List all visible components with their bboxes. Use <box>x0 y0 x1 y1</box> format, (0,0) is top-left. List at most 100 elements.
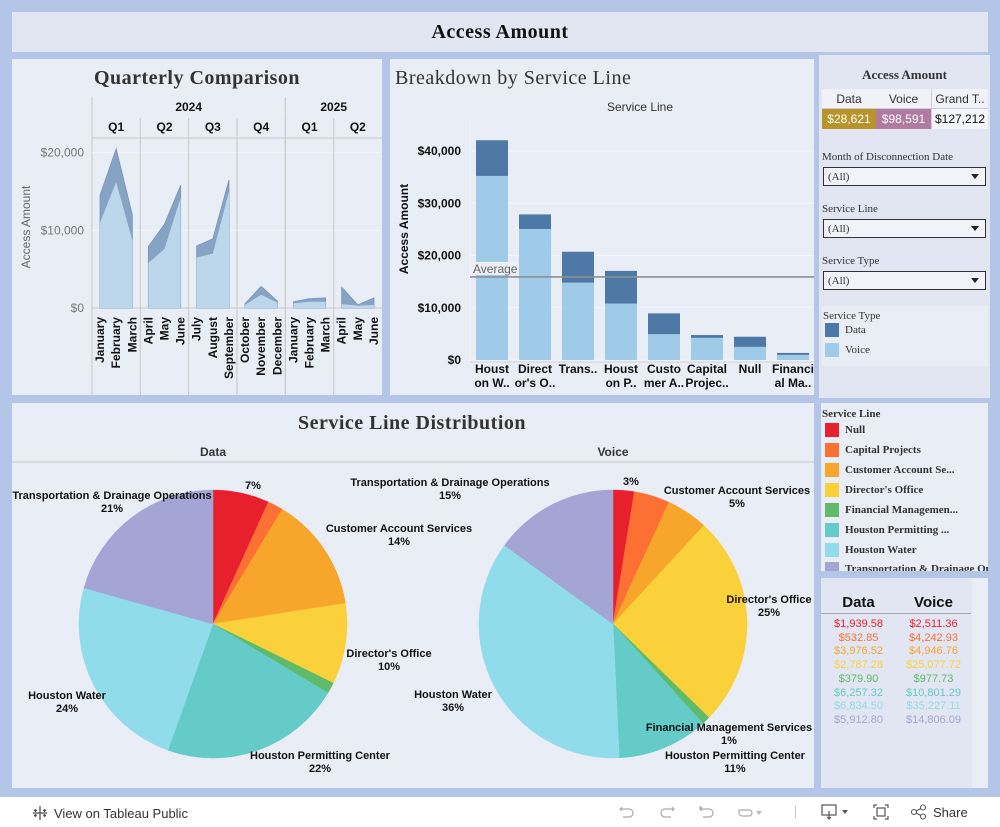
legend-swatch-data <box>825 323 839 337</box>
redo-icon <box>660 806 675 818</box>
filter-month-dropdown[interactable]: (All) <box>823 167 986 186</box>
revert-button[interactable] <box>698 803 716 821</box>
pie-slice[interactable] <box>212 603 348 684</box>
refresh-icon <box>738 809 762 817</box>
month-label: July <box>190 317 204 341</box>
bar-voice[interactable] <box>648 334 680 360</box>
pie-label: Director's Office <box>346 648 431 660</box>
bar-voice[interactable] <box>605 303 637 360</box>
service-line-legend-item[interactable]: Customer Account Se... <box>825 463 954 477</box>
refresh-button[interactable] <box>736 803 764 821</box>
pie-label-pct: 15% <box>439 490 461 502</box>
view-on-tableau-public-link[interactable]: View on Tableau Public <box>32 805 188 821</box>
breakdown-chart[interactable]: Breakdown by Service Line Service Line $0 $… <box>390 59 814 395</box>
area-voice[interactable] <box>245 294 278 308</box>
redo-button[interactable] <box>658 803 676 821</box>
pie-slice[interactable] <box>612 623 704 759</box>
service-line-distribution-chart[interactable]: Service Line Distribution Data 7% Customer … <box>12 403 814 788</box>
download-button[interactable] <box>820 803 852 821</box>
value-table-header-data: Data <box>842 594 875 611</box>
legend-swatch <box>825 503 839 517</box>
bar-data[interactable] <box>648 313 680 335</box>
pie-label-pct: 21% <box>101 503 123 515</box>
pie-slice[interactable] <box>504 489 614 625</box>
month-label: June <box>174 317 188 345</box>
kpi-value-voice[interactable]: $98,591 <box>876 109 931 129</box>
bar-voice[interactable] <box>777 354 809 360</box>
bar-voice[interactable] <box>691 337 723 360</box>
service-line-legend-item[interactable]: Houston Water <box>825 543 917 557</box>
pie-label: Houston Permitting Center <box>665 750 806 762</box>
filter-service-line-dropdown[interactable]: (All) <box>823 219 986 238</box>
undo-button[interactable] <box>618 803 636 821</box>
service-line-legend-item[interactable]: Capital Projects <box>825 443 921 457</box>
legend-item-voice[interactable]: Voice <box>825 343 870 357</box>
pie-label-pct: 14% <box>388 536 410 548</box>
area-voice[interactable] <box>148 197 181 308</box>
service-line-legend-item[interactable]: Houston Permitting ... <box>825 523 949 537</box>
area-voice[interactable] <box>341 304 374 308</box>
dashboard-title-bar: Access Amount <box>12 12 988 52</box>
x-tick-label: or's O.. <box>515 376 556 390</box>
y-tick-label: $10,000 <box>41 223 85 237</box>
service-line-legend-item[interactable]: Transportation & Drainage Operations <box>825 562 988 571</box>
bar-data[interactable] <box>562 251 594 283</box>
x-tick-label: Direct <box>518 362 552 376</box>
service-line-legend-item[interactable]: Director's Office <box>825 483 923 497</box>
bar-voice[interactable] <box>562 282 594 360</box>
month-label: May <box>351 317 365 341</box>
bar-data[interactable] <box>734 336 766 347</box>
bar-data[interactable] <box>605 270 637 304</box>
service-type-legend: Service Type Data Voice <box>822 306 988 366</box>
legend-swatch <box>825 483 839 497</box>
quarterly-comparison-chart[interactable]: Quarterly Comparison 2024 2025 $0 $10,000 $20… <box>12 59 382 395</box>
month-label: March <box>319 317 333 352</box>
service-line-legend-item[interactable]: Null <box>825 423 865 437</box>
legend-label: Director's Office <box>845 484 924 496</box>
year-header: 2025 <box>320 100 347 114</box>
area-voice[interactable] <box>100 182 133 308</box>
download-icon <box>821 804 848 820</box>
month-label: November <box>254 317 268 376</box>
bar-voice[interactable] <box>734 346 766 360</box>
value-table-row: $5,912.80 $14,806.09 <box>821 714 971 727</box>
pie-slice[interactable] <box>212 508 346 625</box>
toolbar-divider <box>795 805 796 819</box>
value-voice: $25,077.72 <box>905 659 962 672</box>
pie-label: Transportation & Drainage Operations <box>350 477 549 489</box>
fullscreen-button[interactable] <box>872 803 890 821</box>
quarter-header: Q1 <box>301 120 317 134</box>
kpi-value-data[interactable]: $28,621 <box>822 109 876 129</box>
pie-label-pct: 36% <box>442 702 464 714</box>
pie-slice[interactable] <box>78 587 214 751</box>
tableau-footer-toolbar: View on Tableau Public Share <box>0 797 1000 827</box>
y-tick-label: $10,000 <box>418 301 462 315</box>
value-table-row: $6,834.50 $35,227.11 <box>821 700 971 713</box>
pie-slice[interactable] <box>167 623 329 759</box>
chart-title: Breakdown by Service Line <box>395 67 631 89</box>
share-button[interactable]: Share <box>910 803 968 821</box>
service-line-distribution-panel: Service Line Distribution Data 7% Customer … <box>12 403 814 788</box>
service-line-legend-item[interactable]: Financial Managemen... <box>825 503 958 517</box>
bar-data[interactable] <box>519 214 551 229</box>
x-tick-label: mer A.. <box>644 376 684 390</box>
bar-voice[interactable] <box>519 228 551 360</box>
pie-slice[interactable] <box>83 489 214 625</box>
pie-label-pct: 5% <box>729 498 745 510</box>
value-data: $1,939.58 <box>834 618 883 630</box>
bar-data[interactable] <box>777 352 809 355</box>
value-voice: $977.73 <box>913 672 954 685</box>
legend-item-data[interactable]: Data <box>825 323 866 337</box>
bar-data[interactable] <box>691 335 723 338</box>
filter-service-type-dropdown[interactable]: (All) <box>823 271 986 290</box>
area-voice[interactable] <box>293 301 326 308</box>
pie-slice[interactable] <box>478 545 620 759</box>
month-label: May <box>158 317 172 341</box>
area-voice[interactable] <box>196 191 229 308</box>
pie-slice[interactable] <box>612 525 748 718</box>
value-data: $5,912.80 <box>834 713 883 726</box>
kpi-value-grand-total[interactable]: $127,212 <box>931 109 988 129</box>
value-table-scrollbar[interactable] <box>972 578 988 788</box>
bar-data[interactable] <box>476 140 508 176</box>
x-tick-label: Trans.. <box>559 362 598 376</box>
